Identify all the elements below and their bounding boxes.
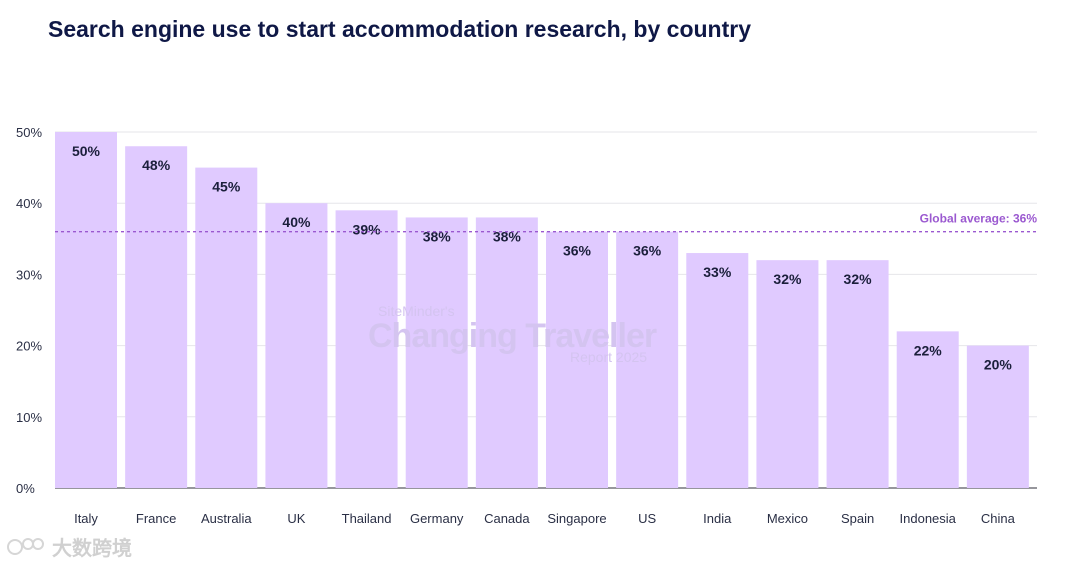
value-label: 22% [914, 342, 943, 358]
brand-watermark: 大数跨境 [6, 532, 132, 561]
bar [195, 167, 258, 488]
brand-logo-icon [7, 537, 44, 555]
category-label: China [981, 511, 1016, 526]
bar [756, 260, 819, 488]
category-label: Indonesia [900, 511, 957, 526]
category-label: UK [287, 511, 305, 526]
category-label: Thailand [342, 511, 392, 526]
bar [55, 132, 117, 488]
value-label: 50% [72, 143, 101, 159]
value-label: 32% [773, 271, 802, 287]
bar [616, 231, 679, 488]
bar [475, 217, 538, 488]
y-tick-label: 10% [16, 410, 42, 425]
category-label: Singapore [547, 511, 606, 526]
value-label: 48% [142, 157, 171, 173]
bar [896, 331, 959, 488]
y-tick-label: 50% [16, 125, 42, 140]
value-label: 20% [984, 357, 1013, 373]
watermark: SiteMinder's Changing Traveller Report 2… [368, 303, 658, 365]
bar [335, 210, 398, 488]
category-label: Australia [201, 511, 252, 526]
value-label: 33% [703, 264, 732, 280]
y-tick-label: 30% [16, 267, 42, 282]
watermark-line1: SiteMinder's [378, 303, 455, 319]
category-label: Mexico [767, 511, 808, 526]
value-label: 36% [633, 243, 662, 259]
brand-text: 大数跨境 [52, 536, 132, 560]
value-label: 32% [844, 271, 873, 287]
value-label: 36% [563, 243, 592, 259]
global-average: Global average: 36% [55, 212, 1038, 233]
category-label: France [136, 511, 176, 526]
y-tick-label: 20% [16, 339, 42, 354]
value-label: 38% [493, 228, 522, 244]
bar [686, 253, 749, 488]
value-label: 38% [423, 228, 452, 244]
average-label: Global average: 36% [920, 212, 1038, 226]
y-axis-ticks: 0% 10% 20% 30% 40% 50% [16, 125, 42, 496]
value-label: 40% [282, 214, 311, 230]
bar [966, 345, 1029, 488]
y-tick-label: 40% [16, 196, 42, 211]
value-labels: 50% 48% 45% 40% 39% 38% 38% 36% 36% 33% 32% 32% 22% 2… [72, 143, 1012, 373]
bar [125, 146, 188, 489]
category-label: Spain [841, 511, 874, 526]
bar [546, 231, 608, 488]
category-label: Germany [410, 511, 464, 526]
watermark-line3: Report 2025 [570, 349, 647, 365]
bar [405, 217, 468, 488]
x-axis-categories: Italy France Australia UK Thailand Germany Can… [74, 511, 1016, 526]
chart-title: Search engine use to start accommodation… [48, 16, 751, 42]
category-label: Italy [74, 511, 98, 526]
bar [265, 203, 328, 488]
value-label: 45% [212, 179, 241, 195]
category-label: US [638, 511, 656, 526]
y-tick-label: 0% [16, 481, 35, 496]
watermark-line2: Changing Traveller [368, 317, 657, 355]
value-label: 39% [353, 221, 382, 237]
bars [55, 132, 1029, 489]
bar [826, 260, 889, 488]
category-label: Canada [484, 511, 530, 526]
category-label: India [703, 511, 732, 526]
